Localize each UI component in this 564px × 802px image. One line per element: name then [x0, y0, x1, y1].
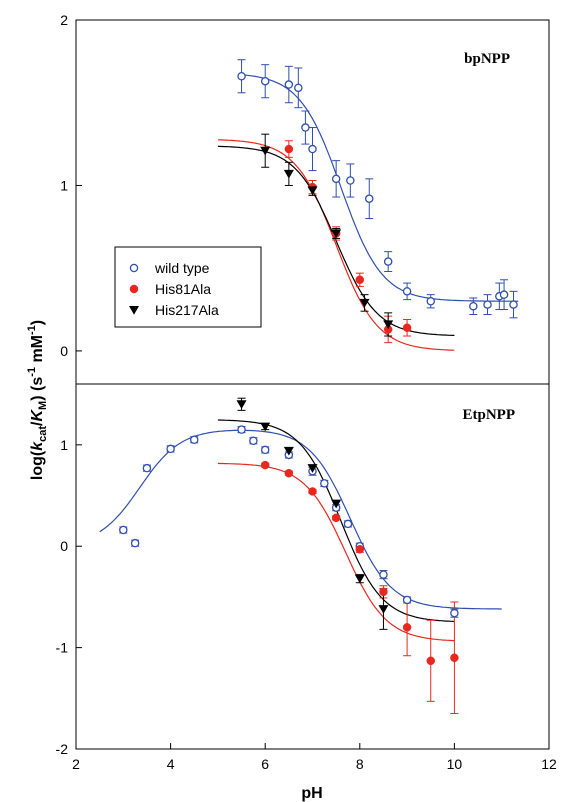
x-tick-label: 4 — [167, 756, 175, 772]
svg-text:log(kcat/KM) (s-1 mM-1): log(kcat/KM) (s-1 mM-1) — [26, 320, 49, 480]
x-axis-label: pH — [301, 785, 322, 802]
fit-curve-his81ala — [217, 139, 455, 351]
data-point-wild-type — [308, 144, 317, 154]
fit-curves — [99, 74, 519, 642]
y-tick-label: 2 — [60, 12, 68, 28]
y-axis-label: log(kcat/KM) (s-1 mM-1) — [26, 320, 49, 480]
data-point-wild-type — [130, 538, 140, 548]
fit-curve-wild-type — [99, 429, 502, 610]
data-point-wild-type — [237, 72, 246, 81]
data-point-his217ala — [354, 574, 365, 584]
data-point-his81ala — [331, 513, 341, 523]
y-tick-label: 0 — [60, 343, 68, 359]
data-point-his81ala — [379, 587, 388, 597]
data-point-his81ala — [260, 460, 270, 470]
data-point-wild-type — [320, 479, 329, 488]
data-point-wild-type — [260, 76, 270, 86]
data-point-wild-type — [483, 300, 492, 309]
legend-label-his217ala: His217Ala — [155, 302, 219, 318]
data-point-his217ala — [283, 446, 294, 456]
data-point-his81ala — [284, 468, 294, 478]
data-point-his217ala — [283, 169, 294, 179]
data-point-wild-type — [383, 257, 393, 266]
legend-box — [114, 246, 262, 328]
legend-label-his81ala: His81Ala — [155, 281, 211, 297]
data-point-his217ala — [378, 605, 389, 614]
fit-curve-his217ala — [217, 145, 455, 336]
data-point-his81ala — [284, 144, 294, 154]
y-tick-label: -2 — [56, 741, 69, 757]
data-point-his217ala — [236, 400, 247, 410]
data-point-wild-type — [284, 80, 294, 89]
legend-marker-his81ala — [129, 284, 139, 294]
data-point-wild-type — [249, 436, 258, 446]
data-point-wild-type — [365, 194, 374, 203]
data-point-his217ala — [307, 464, 318, 473]
data-point-his217ala — [260, 146, 271, 156]
x-tick-label: 2 — [72, 756, 80, 772]
data-point-wild-type — [189, 435, 199, 445]
data-point-his217ala — [307, 186, 318, 196]
x-tick-label: 10 — [447, 756, 463, 772]
data-point-wild-type — [499, 290, 509, 299]
x-tick-label: 8 — [356, 756, 364, 772]
legend-label-wild-type: wild type — [154, 260, 210, 276]
data-point-wild-type — [294, 83, 303, 93]
data-point-wild-type — [119, 525, 128, 535]
x-tick-label: 12 — [541, 756, 557, 772]
data-point-his217ala — [359, 298, 370, 308]
y-tick-label: 1 — [60, 177, 68, 193]
data-point-his217ala — [383, 320, 394, 330]
data-point-wild-type — [166, 444, 175, 454]
legend-marker-wild-type — [129, 263, 139, 273]
data-point-wild-type — [426, 297, 435, 306]
data-point-wild-type — [509, 300, 518, 309]
data-point-his217ala — [260, 422, 271, 432]
data-point-wild-type — [450, 608, 459, 618]
panel-label-bpnpp: bpNPP — [464, 51, 510, 67]
panel-frame-1 — [75, 19, 550, 385]
data-point-wild-type — [142, 463, 152, 473]
data-point-wild-type — [237, 425, 246, 434]
data-point-his81ala — [308, 487, 317, 496]
data-points — [119, 72, 518, 666]
data-point-wild-type — [379, 570, 388, 579]
data-point-wild-type — [402, 287, 412, 296]
data-point-his217ala — [331, 499, 342, 509]
data-point-wild-type — [301, 123, 310, 132]
data-point-his81ala — [402, 323, 412, 332]
data-point-his81ala — [450, 653, 459, 662]
x-tick-label: 6 — [261, 756, 269, 772]
panel-label-etpnpp: EtpNPP — [463, 407, 516, 423]
fit-curve-wild-type — [241, 74, 519, 302]
y-tick-label: 1 — [60, 437, 68, 453]
y-tick-label: -1 — [56, 640, 69, 656]
data-point-his81ala — [355, 545, 365, 554]
data-point-his217ala — [331, 229, 342, 239]
data-point-his81ala — [426, 656, 435, 666]
legend: wild type His81Ala His217Ala — [114, 246, 262, 328]
data-point-his81ala — [402, 623, 412, 632]
legend-markers — [129, 263, 139, 315]
fit-curve-his81ala — [217, 462, 455, 642]
data-point-wild-type — [346, 176, 355, 185]
data-point-wild-type — [260, 445, 270, 455]
data-point-his81ala — [355, 275, 365, 285]
panel-frame-2 — [75, 383, 550, 750]
data-point-wild-type — [331, 174, 341, 184]
legend-marker-his217ala — [129, 306, 139, 315]
data-point-wild-type — [343, 519, 353, 529]
data-point-wild-type — [402, 595, 412, 605]
y-tick-label: 0 — [60, 538, 68, 554]
data-point-wild-type — [469, 301, 478, 311]
